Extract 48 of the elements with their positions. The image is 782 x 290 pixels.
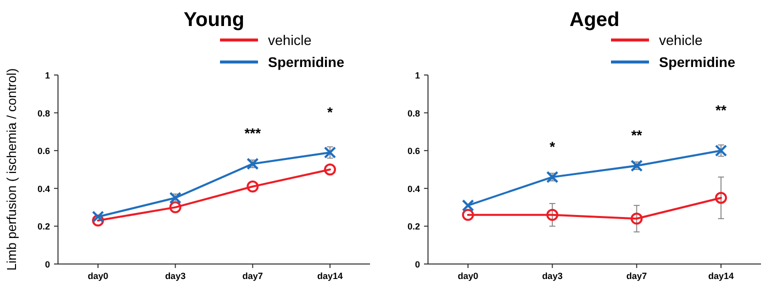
- y-tick-label: 0: [44, 260, 50, 270]
- annotation: *: [550, 138, 556, 154]
- point: [169, 192, 182, 204]
- point: [462, 199, 474, 212]
- chart-title: Young: [184, 9, 244, 31]
- y-tick-label: 0.6: [37, 146, 50, 156]
- y-tick-label: 0: [414, 260, 420, 270]
- point: [92, 210, 104, 223]
- annotation: **: [716, 102, 727, 118]
- x-tick-label: day14: [708, 271, 734, 281]
- y-tick-label: 1: [44, 70, 50, 80]
- y-tick-label: 0.4: [37, 184, 50, 194]
- x-tick-label: day7: [626, 271, 647, 281]
- point: [246, 180, 259, 193]
- legend-label: Spermidine: [659, 54, 736, 70]
- point: [169, 201, 182, 214]
- point: [630, 160, 643, 172]
- legend-label: vehicle: [659, 32, 703, 48]
- x-tick-label: day3: [542, 271, 563, 281]
- x-tick-label: day7: [242, 271, 263, 281]
- point: [714, 144, 728, 157]
- annotation: **: [631, 126, 643, 143]
- annotation: *: [327, 104, 334, 120]
- y-tick-label: 0.8: [407, 108, 420, 118]
- point: [324, 146, 336, 159]
- point: [630, 212, 643, 225]
- point: [715, 192, 727, 204]
- y-tick-label: 0.6: [407, 146, 420, 156]
- legend-label: Spermidine: [268, 54, 344, 70]
- y-tick-label: 1: [414, 70, 420, 80]
- y-tick-label: 0.2: [407, 222, 420, 232]
- y-tick-label: 0.8: [37, 108, 50, 118]
- point: [92, 214, 104, 227]
- x-tick-label: day0: [88, 271, 108, 281]
- x-tick-label: day0: [458, 271, 478, 281]
- x-tick-label: day3: [165, 271, 186, 281]
- point: [546, 170, 558, 184]
- y-tick-label: 0.4: [407, 184, 420, 194]
- y-axis-title: Limb perfusion ( ischemia / control): [4, 68, 19, 271]
- legend-label: vehicle: [268, 32, 312, 48]
- point: [246, 158, 259, 170]
- point: [462, 208, 474, 221]
- x-tick-label: day14: [317, 271, 343, 281]
- chart-title: Aged: [570, 9, 620, 31]
- point: [324, 164, 336, 176]
- point: [546, 208, 558, 221]
- annotation: ***: [244, 125, 262, 142]
- y-tick-label: 0.2: [37, 222, 50, 232]
